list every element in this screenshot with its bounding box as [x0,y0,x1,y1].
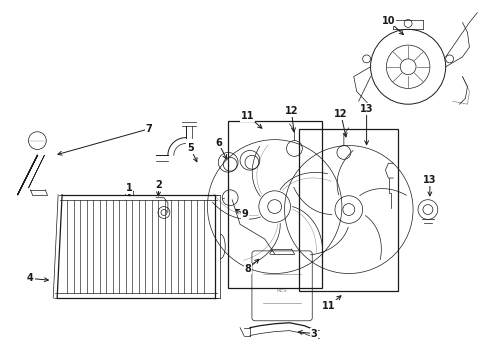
Text: 5: 5 [187,144,194,153]
Text: 11: 11 [241,111,255,121]
Text: 2: 2 [156,180,162,190]
Text: 11: 11 [322,301,336,311]
Text: 3: 3 [311,329,318,339]
Text: 13: 13 [360,104,373,114]
Text: 1: 1 [126,183,133,193]
Text: 4: 4 [27,274,34,283]
Text: 8: 8 [245,264,251,274]
Text: 12: 12 [334,109,347,119]
Text: 6: 6 [215,138,221,148]
Bar [299,129,398,291]
Text: 10: 10 [382,15,395,26]
Text: 13: 13 [423,175,437,185]
Text: RES: RES [276,288,287,293]
Text: 7: 7 [146,124,152,134]
Bar [228,121,322,288]
Text: 12: 12 [285,106,298,116]
Text: 9: 9 [242,210,248,220]
